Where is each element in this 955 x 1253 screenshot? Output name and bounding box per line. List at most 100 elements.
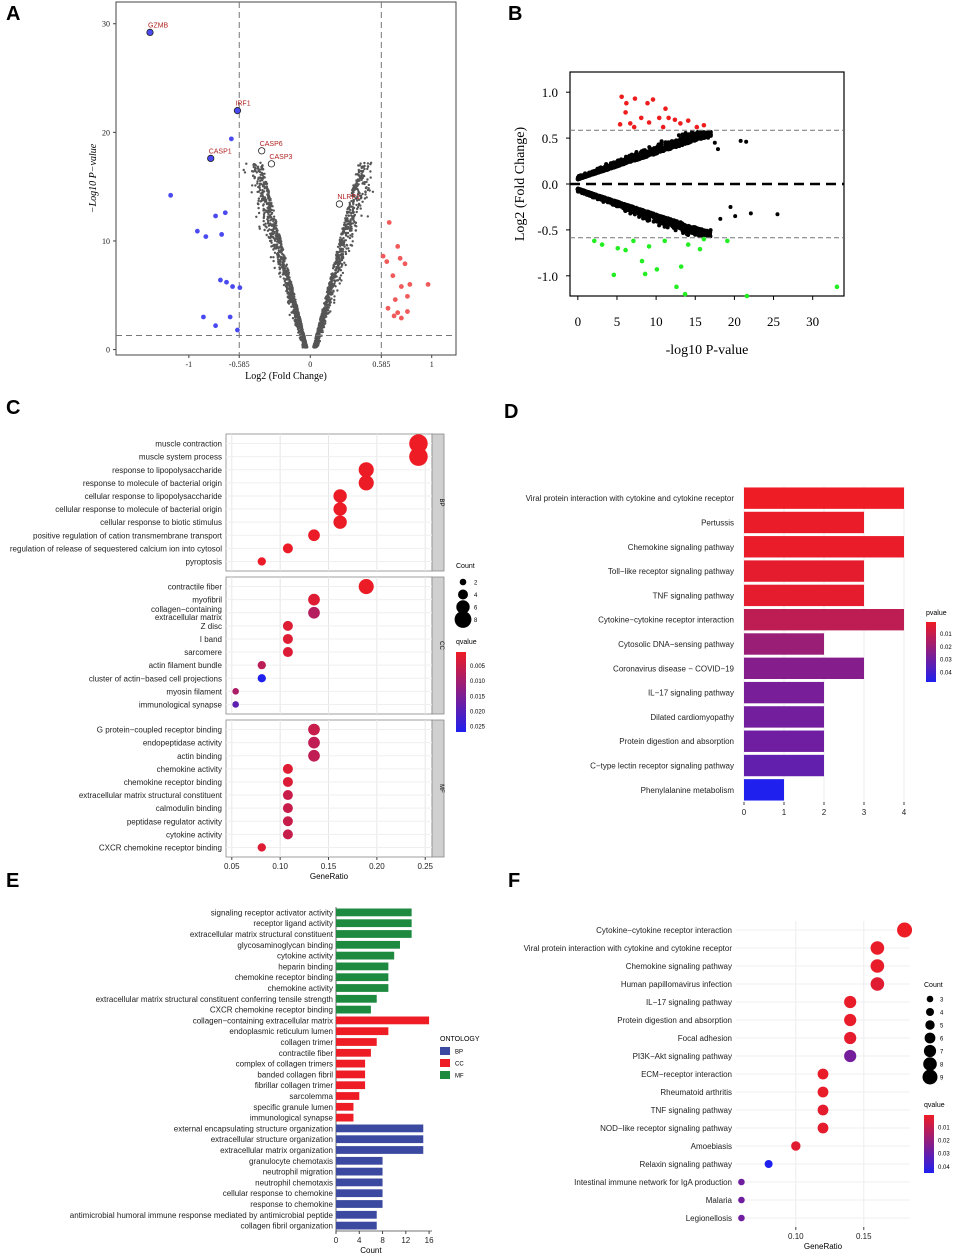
ns-point <box>343 239 346 242</box>
p-legend-title: pvalue <box>926 610 947 617</box>
x-tick-label: 3 <box>862 808 867 817</box>
count-legend-dot <box>459 578 467 586</box>
q-legend-label: 0.025 <box>470 724 486 730</box>
ns-point <box>368 189 371 192</box>
term-bar <box>336 940 400 949</box>
ns-point <box>289 289 293 292</box>
ns-point <box>280 257 283 260</box>
facet-bp: BP muscle contraction muscle system proces… <box>10 433 445 572</box>
ns-point <box>274 219 277 222</box>
ns-point <box>363 164 366 168</box>
y-tick-label: 0 <box>106 346 110 355</box>
ns-point <box>330 286 333 290</box>
down-regulated-point <box>701 236 707 242</box>
down-regulated-point <box>227 314 233 320</box>
down-regulated-point <box>744 293 750 299</box>
up-regulated-point <box>627 121 633 126</box>
term-point <box>308 749 320 762</box>
up-regulated-point <box>694 124 700 130</box>
ns-point <box>662 224 667 229</box>
ns-point <box>276 253 279 256</box>
ns-point <box>366 162 370 165</box>
ns-point <box>339 253 342 257</box>
gene-label: CASP6 <box>260 141 283 148</box>
ns-point <box>252 174 255 177</box>
pathway-bar <box>744 584 864 607</box>
ns-point <box>712 140 717 145</box>
y-tick-label: 30 <box>102 20 110 29</box>
panel-c: C BP muscle contraction muscle system proc… <box>0 390 490 881</box>
ns-point <box>366 167 369 171</box>
ns-point <box>350 199 353 203</box>
ns-point <box>358 198 361 201</box>
term-point <box>358 475 374 491</box>
ns-point <box>356 195 359 199</box>
term-point <box>308 723 320 736</box>
ns-point <box>688 226 693 231</box>
facet-cc: CC contractile fiber myofibrilcollagen−con… <box>89 576 445 715</box>
term-label: chemokine receptor binding <box>235 973 333 982</box>
ns-point <box>276 256 279 259</box>
ns-point <box>351 191 354 194</box>
panel-label-e: E <box>6 870 19 892</box>
pathway-bar <box>744 560 864 582</box>
ns-point <box>258 225 261 228</box>
ns-point <box>348 236 352 240</box>
down-regulated-point <box>639 258 645 264</box>
ns-point <box>267 196 270 199</box>
ns-point <box>296 311 299 315</box>
x-tick-label: 0.25 <box>417 862 433 871</box>
ns-point <box>345 231 348 235</box>
ns-point <box>344 219 347 222</box>
x-tick-label: 0 <box>308 360 312 369</box>
ns-point <box>346 223 349 226</box>
ns-point <box>601 195 605 200</box>
ns-point <box>270 224 273 227</box>
term-point <box>282 803 293 814</box>
pathway-bar <box>744 633 824 655</box>
ns-point <box>715 147 720 152</box>
ns-point <box>319 327 322 330</box>
ns-point <box>262 216 265 220</box>
term-label: CXCR chemokine receptor binding <box>99 843 222 852</box>
ns-point <box>258 184 261 187</box>
ns-point <box>371 190 375 193</box>
ns-point <box>683 139 688 144</box>
term-label: chemokine activity <box>157 765 222 774</box>
ns-point <box>353 195 356 198</box>
ns-point <box>276 240 279 243</box>
x-tick-label: 0.585 <box>372 360 390 369</box>
ns-point <box>279 275 282 278</box>
ns-point <box>352 218 355 221</box>
ns-point <box>348 201 351 204</box>
ns-point <box>262 223 266 226</box>
pathway-label: Protein digestion and absorption <box>619 737 734 746</box>
pathway-point <box>897 922 913 938</box>
y-axis-title: Log2 (Fold Change) <box>513 127 528 242</box>
facet-mf: MF G protein−coupled receptor binding endo… <box>79 719 445 858</box>
term-bar <box>336 1124 424 1133</box>
x-axis-title: GeneRatio <box>804 1242 843 1251</box>
term-label: neutrophil chemotaxis <box>255 1178 333 1187</box>
ns-point <box>294 304 298 308</box>
ns-point <box>258 176 262 179</box>
pathway-point <box>844 1031 857 1045</box>
term-label: cytokine activity <box>166 830 222 839</box>
ns-point <box>369 161 373 164</box>
ns-point <box>285 263 288 266</box>
ns-point <box>665 225 670 230</box>
ns-point <box>728 204 733 209</box>
ns-point <box>657 223 662 228</box>
count-legend-label: 4 <box>474 593 478 599</box>
count-legend-dot <box>926 1008 934 1016</box>
ns-point <box>328 301 331 305</box>
up-regulated-point <box>386 220 392 225</box>
ns-point <box>349 208 352 212</box>
term-label: actin filament bundle <box>149 661 223 670</box>
ns-point <box>336 254 339 258</box>
ns-point <box>341 227 344 230</box>
ns-point <box>264 222 267 225</box>
ns-point <box>581 174 586 179</box>
ns-point <box>264 225 267 228</box>
ns-point <box>254 169 257 173</box>
